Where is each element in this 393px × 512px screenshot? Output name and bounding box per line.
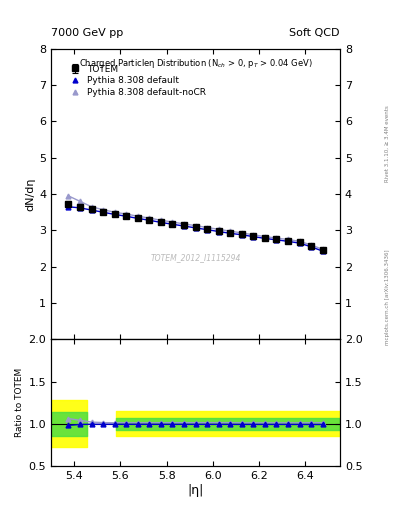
Y-axis label: Ratio to TOTEM: Ratio to TOTEM <box>15 368 24 437</box>
Text: mcplots.cern.ch [arXiv:1306.3436]: mcplots.cern.ch [arXiv:1306.3436] <box>385 249 389 345</box>
Pythia 8.308 default-noCR <box>135 213 140 219</box>
Pythia 8.308 default <box>147 217 152 223</box>
Pythia 8.308 default-noCR <box>263 233 267 240</box>
Pythia 8.308 default <box>274 237 279 243</box>
Pythia 8.308 default <box>135 216 140 222</box>
Text: 7000 GeV pp: 7000 GeV pp <box>51 28 123 38</box>
Pythia 8.308 default-noCR <box>124 211 129 217</box>
Legend: TOTEM, Pythia 8.308 default, Pythia 8.308 default-noCR: TOTEM, Pythia 8.308 default, Pythia 8.30… <box>64 62 209 100</box>
Pythia 8.308 default <box>112 211 117 218</box>
Pythia 8.308 default <box>251 233 256 240</box>
Pythia 8.308 default-noCR <box>182 221 186 227</box>
Pythia 8.308 default <box>170 221 175 227</box>
Pythia 8.308 default-noCR <box>112 209 117 216</box>
Pythia 8.308 default <box>263 236 267 242</box>
Pythia 8.308 default-noCR <box>170 219 175 225</box>
Pythia 8.308 default-noCR <box>309 242 314 248</box>
Pythia 8.308 default <box>228 230 233 237</box>
Pythia 8.308 default <box>78 205 83 211</box>
Pythia 8.308 default <box>216 228 221 234</box>
Pythia 8.308 default-noCR <box>216 226 221 232</box>
Pythia 8.308 default-noCR <box>228 228 233 234</box>
Line: Pythia 8.308 default: Pythia 8.308 default <box>66 204 325 253</box>
Text: Charged Particleη Distribution (N$_{ch}$ > 0, p$_T$ > 0.04 GeV): Charged Particleη Distribution (N$_{ch}$… <box>79 57 312 70</box>
Line: Pythia 8.308 default-noCR: Pythia 8.308 default-noCR <box>66 194 325 252</box>
Pythia 8.308 default <box>286 238 290 244</box>
Pythia 8.308 default-noCR <box>66 193 71 199</box>
Pythia 8.308 default-noCR <box>205 224 209 230</box>
Pythia 8.308 default <box>158 219 163 225</box>
Pythia 8.308 default-noCR <box>297 238 302 244</box>
Pythia 8.308 default-noCR <box>147 215 152 221</box>
Pythia 8.308 default-noCR <box>89 204 94 210</box>
Pythia 8.308 default <box>66 204 71 210</box>
Pythia 8.308 default-noCR <box>320 246 325 252</box>
Text: TOTEM_2012_I1115294: TOTEM_2012_I1115294 <box>151 253 241 263</box>
Pythia 8.308 default <box>297 240 302 246</box>
Pythia 8.308 default <box>101 209 105 216</box>
Pythia 8.308 default <box>124 213 129 219</box>
Pythia 8.308 default <box>182 223 186 229</box>
Pythia 8.308 default <box>89 207 94 213</box>
Pythia 8.308 default-noCR <box>286 237 290 243</box>
Pythia 8.308 default-noCR <box>193 223 198 229</box>
Text: Rivet 3.1.10, ≥ 3.4M events: Rivet 3.1.10, ≥ 3.4M events <box>385 105 389 182</box>
Pythia 8.308 default <box>239 232 244 238</box>
Pythia 8.308 default <box>193 225 198 231</box>
Pythia 8.308 default-noCR <box>78 198 83 204</box>
Pythia 8.308 default <box>309 244 314 250</box>
Y-axis label: dN/dη: dN/dη <box>25 177 35 211</box>
Pythia 8.308 default-noCR <box>274 235 279 241</box>
Pythia 8.308 default-noCR <box>101 207 105 213</box>
Pythia 8.308 default-noCR <box>158 217 163 223</box>
Text: Soft QCD: Soft QCD <box>290 28 340 38</box>
Pythia 8.308 default-noCR <box>239 230 244 236</box>
Pythia 8.308 default-noCR <box>251 232 256 238</box>
Pythia 8.308 default <box>205 227 209 233</box>
X-axis label: |η|: |η| <box>187 483 204 497</box>
Pythia 8.308 default <box>320 248 325 254</box>
